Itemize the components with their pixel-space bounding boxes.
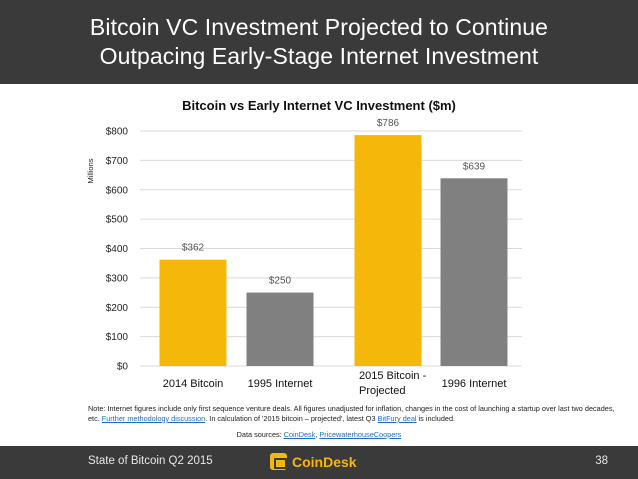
chart-note: Note: Internet figures include only firs… — [88, 404, 618, 424]
slide-footer: State of Bitcoin Q2 2015 CoinDesk 38 — [0, 446, 638, 479]
y-tick-label: $800 — [106, 127, 129, 138]
y-tick-label: $500 — [106, 215, 129, 226]
y-tick-label: $0 — [117, 362, 129, 373]
bar-value-label: $786 — [377, 118, 400, 129]
coindesk-logo-text: CoinDesk — [292, 453, 357, 470]
bar-4 — [440, 178, 508, 366]
bar-value-label: $639 — [463, 161, 486, 172]
x-category-label: 1995 Internet — [248, 378, 313, 390]
coindesk-link[interactable]: CoinDesk — [283, 430, 316, 439]
footer-report-title: State of Bitcoin Q2 2015 — [88, 455, 213, 467]
y-tick-label: $700 — [106, 156, 129, 167]
x-category-label: 2014 Bitcoin — [163, 378, 224, 390]
chart-title: Bitcoin vs Early Internet VC Investment … — [182, 98, 456, 113]
y-tick-label: $200 — [106, 303, 129, 314]
data-sources: Data sources: CoinDesk, PricewaterhouseC… — [0, 430, 638, 439]
sources-separator: , — [315, 430, 320, 439]
chart-area: Bitcoin vs Early Internet VC Investment … — [0, 84, 638, 402]
slide-title-line-2: Outpacing Early-Stage Internet Investmen… — [99, 43, 539, 69]
x-category-label: 2015 Bitcoin - — [359, 370, 427, 382]
y-axis-label: Millions — [86, 158, 95, 183]
bitfury-deal-link[interactable]: BitFury deal — [377, 414, 417, 423]
slide-title-line-1: Bitcoin VC Investment Projected to Conti… — [89, 14, 549, 40]
x-category-label: 1996 Internet — [442, 378, 507, 390]
bar-chart: Bitcoin vs Early Internet VC Investment … — [86, 98, 522, 397]
sources-label: Data sources: — [236, 430, 284, 439]
coindesk-logo: CoinDesk — [270, 453, 357, 470]
methodology-link[interactable]: Further methodology discussion — [101, 414, 206, 423]
note-text-1: Note: Internet figures include only firs… — [88, 404, 615, 423]
bar-1 — [159, 259, 227, 366]
bar-3 — [354, 135, 422, 366]
x-category-label: Projected — [359, 385, 405, 397]
note-text-3: is included. — [416, 414, 456, 423]
y-tick-label: $300 — [106, 273, 129, 284]
pwc-link[interactable]: PricewaterhouseCoopers — [319, 430, 402, 439]
slide-header: Bitcoin VC Investment Projected to Conti… — [0, 0, 638, 84]
bar-value-label: $362 — [182, 243, 205, 254]
y-tick-label: $600 — [106, 185, 129, 196]
note-text-2: . In calculation of '2015 bitcoin – proj… — [205, 414, 378, 423]
page-number: 38 — [595, 455, 608, 467]
y-tick-label: $100 — [106, 332, 129, 343]
y-tick-label: $400 — [106, 244, 129, 255]
coindesk-logo-icon — [270, 453, 287, 470]
bar-2 — [246, 292, 314, 366]
bar-value-label: $250 — [269, 276, 292, 287]
